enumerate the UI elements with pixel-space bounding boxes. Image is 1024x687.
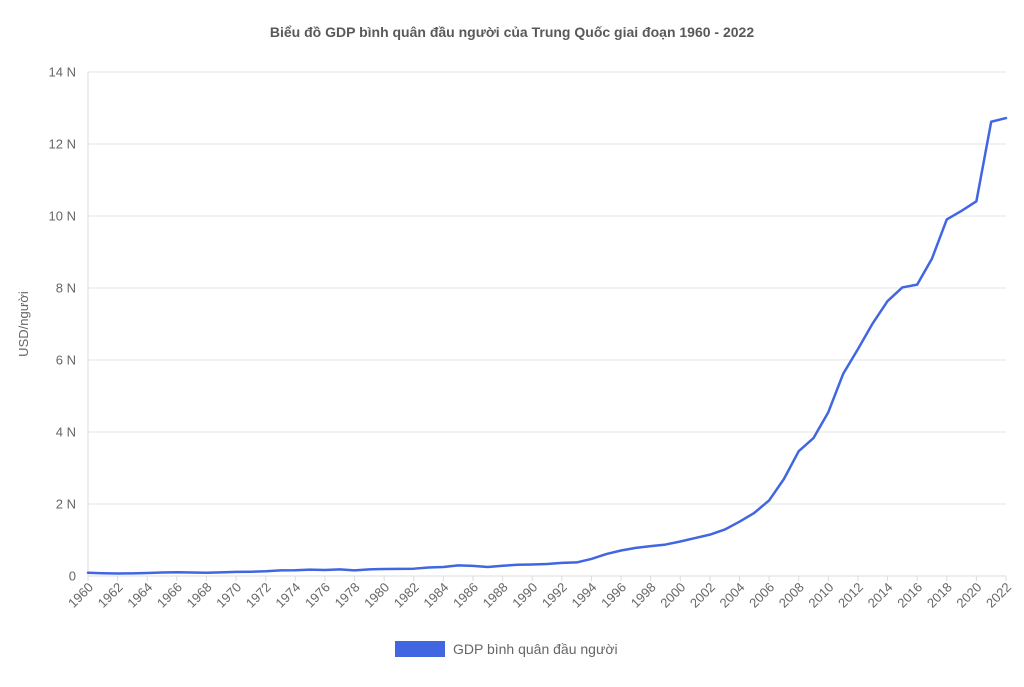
x-axis-ticks: 1960196219641966196819701972197419761978… (65, 576, 1014, 611)
x-tick-label: 2022 (983, 580, 1014, 611)
x-tick-label: 1990 (509, 580, 540, 611)
x-tick-label: 1968 (184, 580, 215, 611)
x-tick-label: 2016 (894, 580, 925, 611)
y-tick-label: 14 N (49, 65, 76, 80)
y-tick-label: 10 N (49, 209, 76, 224)
legend[interactable]: GDP bình quân đầu người (395, 641, 618, 657)
series-layer (86, 116, 1008, 575)
x-tick-label: 2000 (657, 580, 688, 611)
y-tick-label: 4 N (56, 425, 76, 440)
grid-lines (87, 71, 1006, 577)
y-tick-label: 0 (69, 569, 76, 584)
x-tick-label: 1964 (124, 580, 155, 611)
x-tick-label: 2014 (865, 580, 896, 611)
x-tick-label: 1982 (391, 580, 422, 611)
x-tick-label: 1974 (272, 580, 303, 611)
x-tick-label: 2004 (717, 580, 748, 611)
y-tick-label: 6 N (56, 353, 76, 368)
x-tick-label: 1972 (243, 580, 274, 611)
x-tick-label: 2018 (924, 580, 955, 611)
x-tick-label: 1978 (332, 580, 363, 611)
x-tick-label: 1962 (95, 580, 126, 611)
x-tick-label: 1976 (302, 580, 333, 611)
x-tick-label: 2002 (687, 580, 718, 611)
y-tick-label: 8 N (56, 281, 76, 296)
x-tick-label: 2006 (746, 580, 777, 611)
y-axis-ticks: 0 2 N 4 N 6 N 8 N 10 N 12 N 14 N (49, 65, 76, 584)
x-tick-label: 1994 (568, 580, 599, 611)
x-tick-label: 1998 (628, 580, 659, 611)
chart-title: Biểu đồ GDP bình quân đầu người của Trun… (270, 24, 754, 40)
x-tick-label: 1996 (598, 580, 629, 611)
y-tick-label: 12 N (49, 137, 76, 152)
x-tick-label: 1966 (154, 580, 185, 611)
x-tick-label: 2008 (776, 580, 807, 611)
x-tick-label: 1984 (420, 580, 451, 611)
x-tick-label: 2020 (953, 580, 984, 611)
x-tick-label: 1992 (539, 580, 570, 611)
y-tick-label: 2 N (56, 497, 76, 512)
x-tick-label: 2012 (835, 580, 866, 611)
legend-swatch (395, 641, 445, 657)
x-tick-label: 1980 (361, 580, 392, 611)
legend-label: GDP bình quân đầu người (453, 641, 618, 657)
x-tick-label: 1970 (213, 580, 244, 611)
series-line (86, 116, 1008, 575)
x-tick-label: 1960 (65, 580, 96, 611)
x-tick-label: 1986 (450, 580, 481, 611)
y-axis-label: USD/người (16, 291, 31, 357)
x-tick-label: 1988 (480, 580, 511, 611)
x-tick-label: 2010 (805, 580, 836, 611)
